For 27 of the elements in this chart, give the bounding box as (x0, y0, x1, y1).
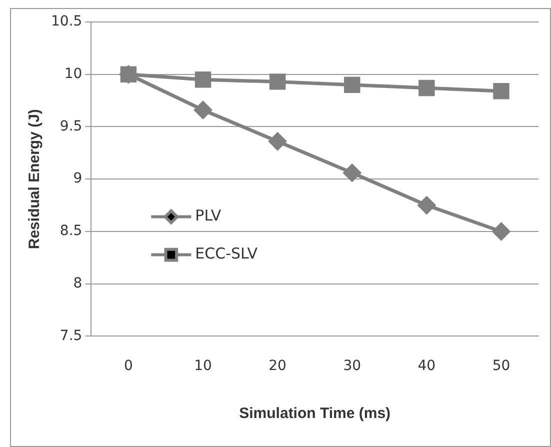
y-tick-label: 8.5 (60, 223, 82, 240)
point (268, 132, 286, 150)
point (418, 80, 435, 96)
point (418, 196, 436, 214)
y-tick-label: 10.5 (51, 14, 82, 30)
point (492, 222, 510, 240)
x-tick-label: 50 (492, 358, 510, 374)
y-tick-label: 9 (73, 170, 82, 187)
legend-label: ECC-SLV (195, 244, 258, 263)
x-tick-label: 20 (268, 358, 286, 374)
y-tick-label: 8 (73, 275, 82, 292)
x-tick-label: 10 (194, 358, 212, 374)
y-axis-title: Residual Energy (J) (26, 109, 44, 250)
y-tick-label: 7.5 (60, 328, 82, 344)
x-tick-label: 0 (124, 358, 133, 374)
y-tick-label: 10 (64, 66, 82, 82)
x-axis-title: Simulation Time (ms) (239, 405, 391, 422)
point (343, 164, 361, 182)
point (194, 71, 212, 88)
x-tick-label: 40 (418, 358, 436, 374)
x-tick-label: 30 (343, 358, 362, 374)
legend-label: PLV (195, 206, 222, 225)
point (194, 101, 212, 119)
point (493, 83, 510, 100)
point (269, 74, 286, 90)
point (344, 76, 360, 93)
y-tick-label: 9.5 (60, 118, 82, 134)
